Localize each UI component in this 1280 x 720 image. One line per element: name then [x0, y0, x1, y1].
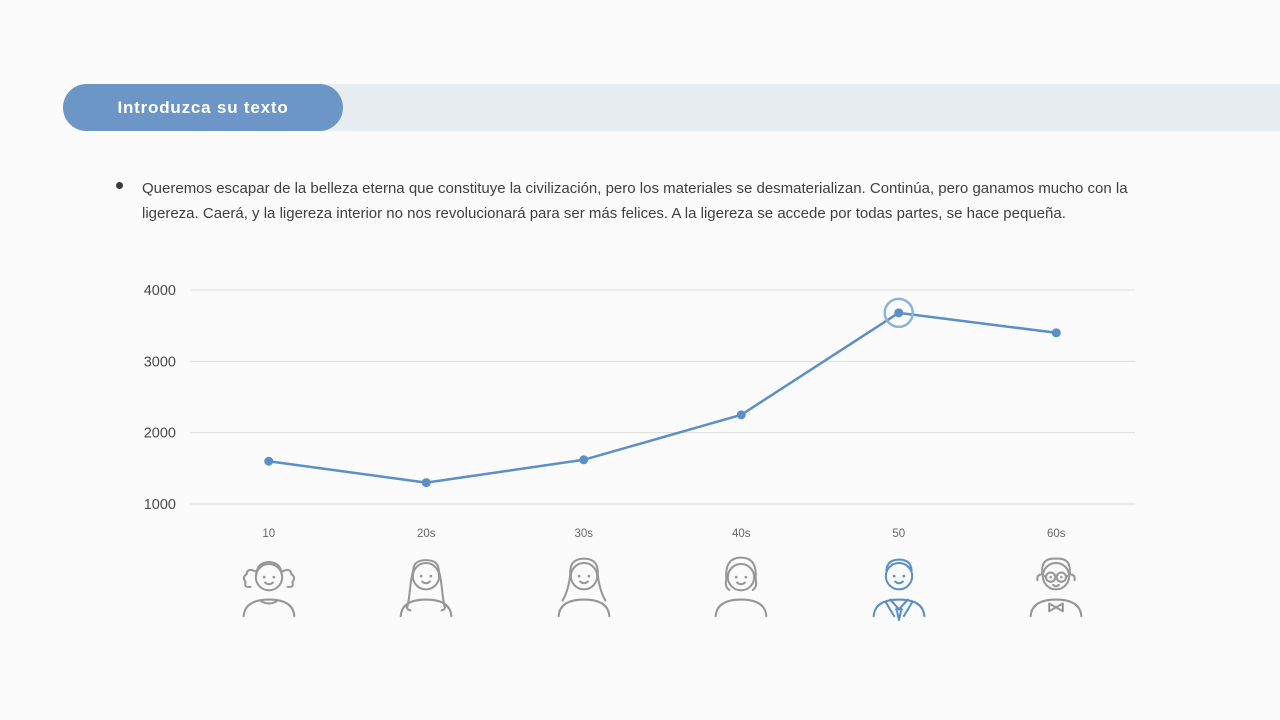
- y-axis-tick-label: 2000: [144, 426, 176, 442]
- person-icon-girl-10: [242, 561, 296, 618]
- age-label: 20s: [416, 528, 436, 540]
- y-axis-tick-label: 3000: [144, 354, 176, 370]
- person-icon-woman-30s: [557, 557, 611, 618]
- age-group-40s: 40s: [663, 528, 821, 622]
- data-point: [264, 456, 274, 466]
- person-icon-woman-40s: [714, 556, 768, 618]
- data-point: [579, 455, 589, 465]
- bullet-text: Queremos escapar de la belleza eterna qu…: [142, 180, 1128, 222]
- age-group-60s: 60s: [978, 528, 1136, 622]
- highlight-ring: [883, 297, 914, 329]
- data-line: [267, 311, 1058, 484]
- age-label: 40s: [731, 528, 751, 540]
- age-label: 10: [262, 528, 276, 540]
- age-label: 60s: [1046, 528, 1066, 540]
- person-icon-woman-20s: [399, 559, 453, 618]
- data-point: [736, 410, 746, 420]
- age-group-10: 10: [190, 528, 348, 622]
- y-axis-tick-label: 4000: [144, 283, 176, 299]
- age-group-50: 50: [820, 528, 978, 622]
- person-icon-man-50: [872, 558, 926, 622]
- age-groups-row: 10 20s: [190, 528, 1135, 622]
- line-chart: 4000 3000 2000 1000: [144, 283, 1135, 513]
- title-banner-strip: [200, 84, 1280, 131]
- data-point: [894, 308, 904, 318]
- age-group-30s: 30s: [505, 528, 663, 622]
- bullet-dot: [116, 182, 123, 189]
- bullet-item: Queremos escapar de la belleza eterna qu…: [116, 176, 1151, 226]
- title-pill-button[interactable]: Introduzca su texto: [63, 84, 343, 131]
- y-axis-tick-label: 1000: [144, 497, 176, 513]
- age-label: 30s: [574, 528, 594, 540]
- data-point: [421, 478, 431, 488]
- age-group-20s: 20s: [348, 528, 506, 622]
- age-label: 50: [892, 528, 906, 540]
- data-point: [1051, 328, 1061, 338]
- person-icon-elderly-60s: [1029, 557, 1083, 618]
